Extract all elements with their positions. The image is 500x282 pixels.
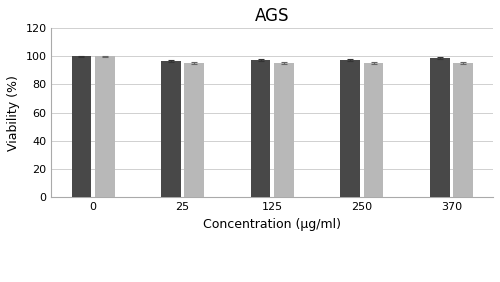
Bar [161,61,181,197]
Y-axis label: Viability (%): Viability (%) [7,75,20,151]
Title: AGS: AGS [255,7,290,25]
Bar [251,60,270,197]
Bar [454,63,473,197]
Bar [95,56,114,197]
Bar [72,56,92,197]
Legend: BBN, MAN: BBN, MAN [222,278,322,282]
Bar [430,58,450,197]
Bar [184,63,204,197]
Bar [364,63,384,197]
Bar [340,60,360,197]
X-axis label: Concentration (μg/ml): Concentration (μg/ml) [204,218,342,231]
Bar [274,63,294,197]
